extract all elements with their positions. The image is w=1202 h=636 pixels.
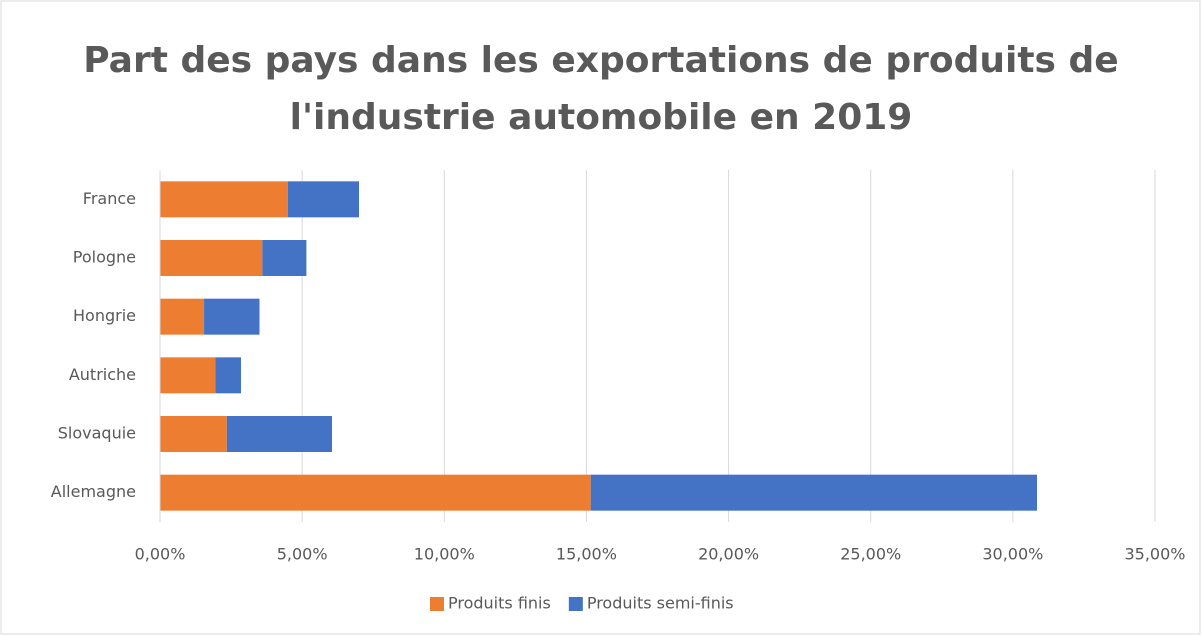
x-tick-label: 20,00% [698, 545, 759, 564]
x-tick-label: 15,00% [556, 545, 617, 564]
bar-segment [287, 181, 359, 218]
chart-title: Part des pays dans les exportations de p… [83, 40, 1118, 81]
y-tick-label: Allemagne [51, 482, 136, 501]
x-tick-label: 5,00% [277, 545, 328, 564]
bar-segment [215, 357, 242, 394]
y-tick-label: Autriche [69, 365, 136, 384]
x-tick-label: 10,00% [414, 545, 475, 564]
y-tick-label: Hongrie [73, 306, 136, 325]
bar-segment [204, 298, 260, 335]
bar-segment [160, 357, 216, 394]
legend-label: Produits finis [448, 594, 551, 613]
y-tick-label: Pologne [73, 248, 136, 267]
bar-segment [160, 181, 288, 218]
y-tick-label: Slovaquie [58, 424, 136, 443]
bar-segment [590, 474, 1038, 511]
y-tick-label: France [83, 189, 136, 208]
x-tick-label: 35,00% [1124, 545, 1185, 564]
legend-swatch [568, 597, 583, 611]
x-tick-label: 30,00% [982, 545, 1043, 564]
legend-label: Produits semi-finis [587, 594, 734, 613]
bar-segment [160, 474, 591, 511]
bar-segment [160, 416, 227, 452]
bar-segment [160, 240, 263, 276]
legend-swatch [430, 597, 444, 611]
x-tick-label: 25,00% [840, 545, 901, 564]
x-tick-label: 0,00% [135, 545, 186, 564]
bar-segment [226, 416, 332, 452]
chart-title: l'industrie automobile en 2019 [290, 97, 913, 138]
bar-segment [262, 240, 307, 276]
bar-segment [160, 298, 205, 335]
